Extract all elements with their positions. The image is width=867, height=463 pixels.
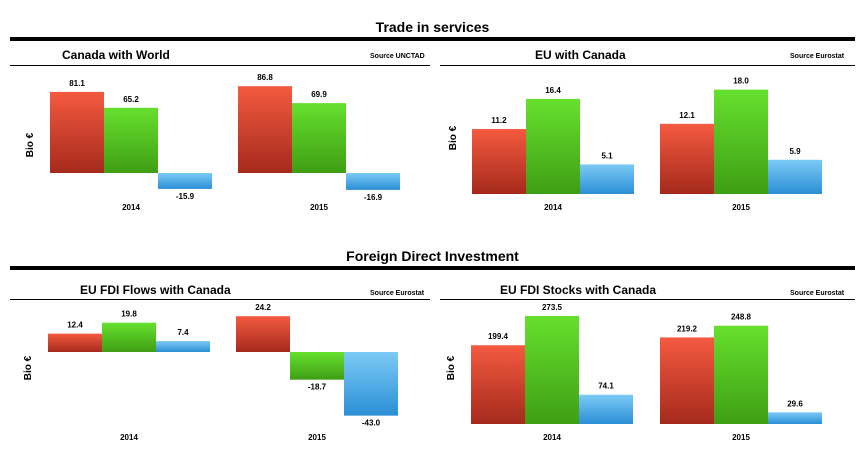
data-label: 86.8 [257,73,273,82]
bar-green-2014 [102,322,156,352]
x-tick-label: 2015 [308,433,326,442]
bar-blue-2014 [579,394,633,424]
data-label: 12.4 [67,321,83,330]
data-label: 81.1 [69,79,85,88]
chart-source-eurostat: Source Eurostat [790,53,845,60]
chart-title-fdi-flows: EU FDI Flows with Canada [80,283,231,297]
data-label: 19.8 [121,310,137,319]
data-label: 11.2 [491,116,507,125]
bar-blue-2015 [768,159,822,194]
x-tick-label: 2014 [544,203,562,212]
panel-rule [10,65,430,66]
data-label: 69.9 [311,90,327,99]
bar-red-2015 [236,316,290,352]
x-tick-label: 2015 [732,433,750,442]
data-label: 65.2 [123,95,139,104]
chart-title-canada-world: Canada with World [62,48,170,62]
bar-blue-2015 [768,412,822,424]
panel-rule [440,299,855,300]
x-tick-label: 2014 [122,203,140,212]
x-tick-label: 2015 [732,203,750,212]
bar-blue-2015 [344,352,398,416]
section-title-trade: Trade in services [375,19,490,35]
data-label: 248.8 [731,313,752,322]
data-label: 16.4 [545,86,561,95]
bar-blue-2014 [156,341,210,352]
data-label: 12.1 [679,111,695,120]
data-label: 7.4 [177,328,189,337]
bar-green-2014 [525,315,579,424]
data-label: -18.7 [308,383,327,392]
data-label: 199.4 [488,332,509,341]
y-axis-label: Bio € [23,355,34,380]
data-label: 18.0 [733,77,749,86]
data-label: -16.9 [364,193,383,202]
x-tick-label: 2015 [310,203,328,212]
x-tick-label: 2014 [543,433,561,442]
bar-blue-2014 [158,173,212,189]
bar-red-2015 [238,86,292,173]
bar-green-2014 [526,98,580,194]
bar-red-2014 [472,129,526,194]
data-label: 74.1 [598,382,614,391]
bar-green-2014 [104,107,158,173]
data-label: 5.9 [789,147,801,156]
data-label: -43.0 [362,419,381,428]
data-label: 5.1 [601,151,613,160]
data-label: -15.9 [176,192,195,201]
bar-red-2014 [50,91,104,173]
section-rule [10,37,855,41]
panel-rule [440,65,855,66]
chart-source-eurostat: Source Eurostat [370,290,425,297]
chart-title-fdi-stocks: EU FDI Stocks with Canada [500,283,657,297]
x-tick-label: 2014 [120,433,138,442]
chart-source-unctad: Source UNCTAD [370,53,425,60]
bar-blue-2014 [580,164,634,194]
chart-title-eu-canada: EU with Canada [535,48,626,62]
section-title-fdi: Foreign Direct Investment [346,248,519,264]
bar-red-2014 [471,345,525,424]
y-axis-label: Bio € [25,132,36,157]
y-axis-label: Bio € [446,355,457,380]
section-rule [10,266,855,270]
bar-red-2014 [48,333,102,352]
y-axis-label: Bio € [448,125,459,150]
bar-red-2015 [660,123,714,194]
data-label: 29.6 [787,399,803,408]
bar-green-2015 [290,352,344,380]
data-label: 273.5 [542,303,563,312]
bar-green-2015 [292,103,346,173]
bar-blue-2015 [346,173,400,190]
bar-green-2015 [714,89,768,194]
chart-source-eurostat: Source Eurostat [790,290,845,297]
data-label: 24.2 [255,303,271,312]
bar-green-2015 [714,325,768,424]
data-label: 219.2 [677,324,698,333]
bar-red-2015 [660,337,714,424]
panel-rule [10,299,430,300]
